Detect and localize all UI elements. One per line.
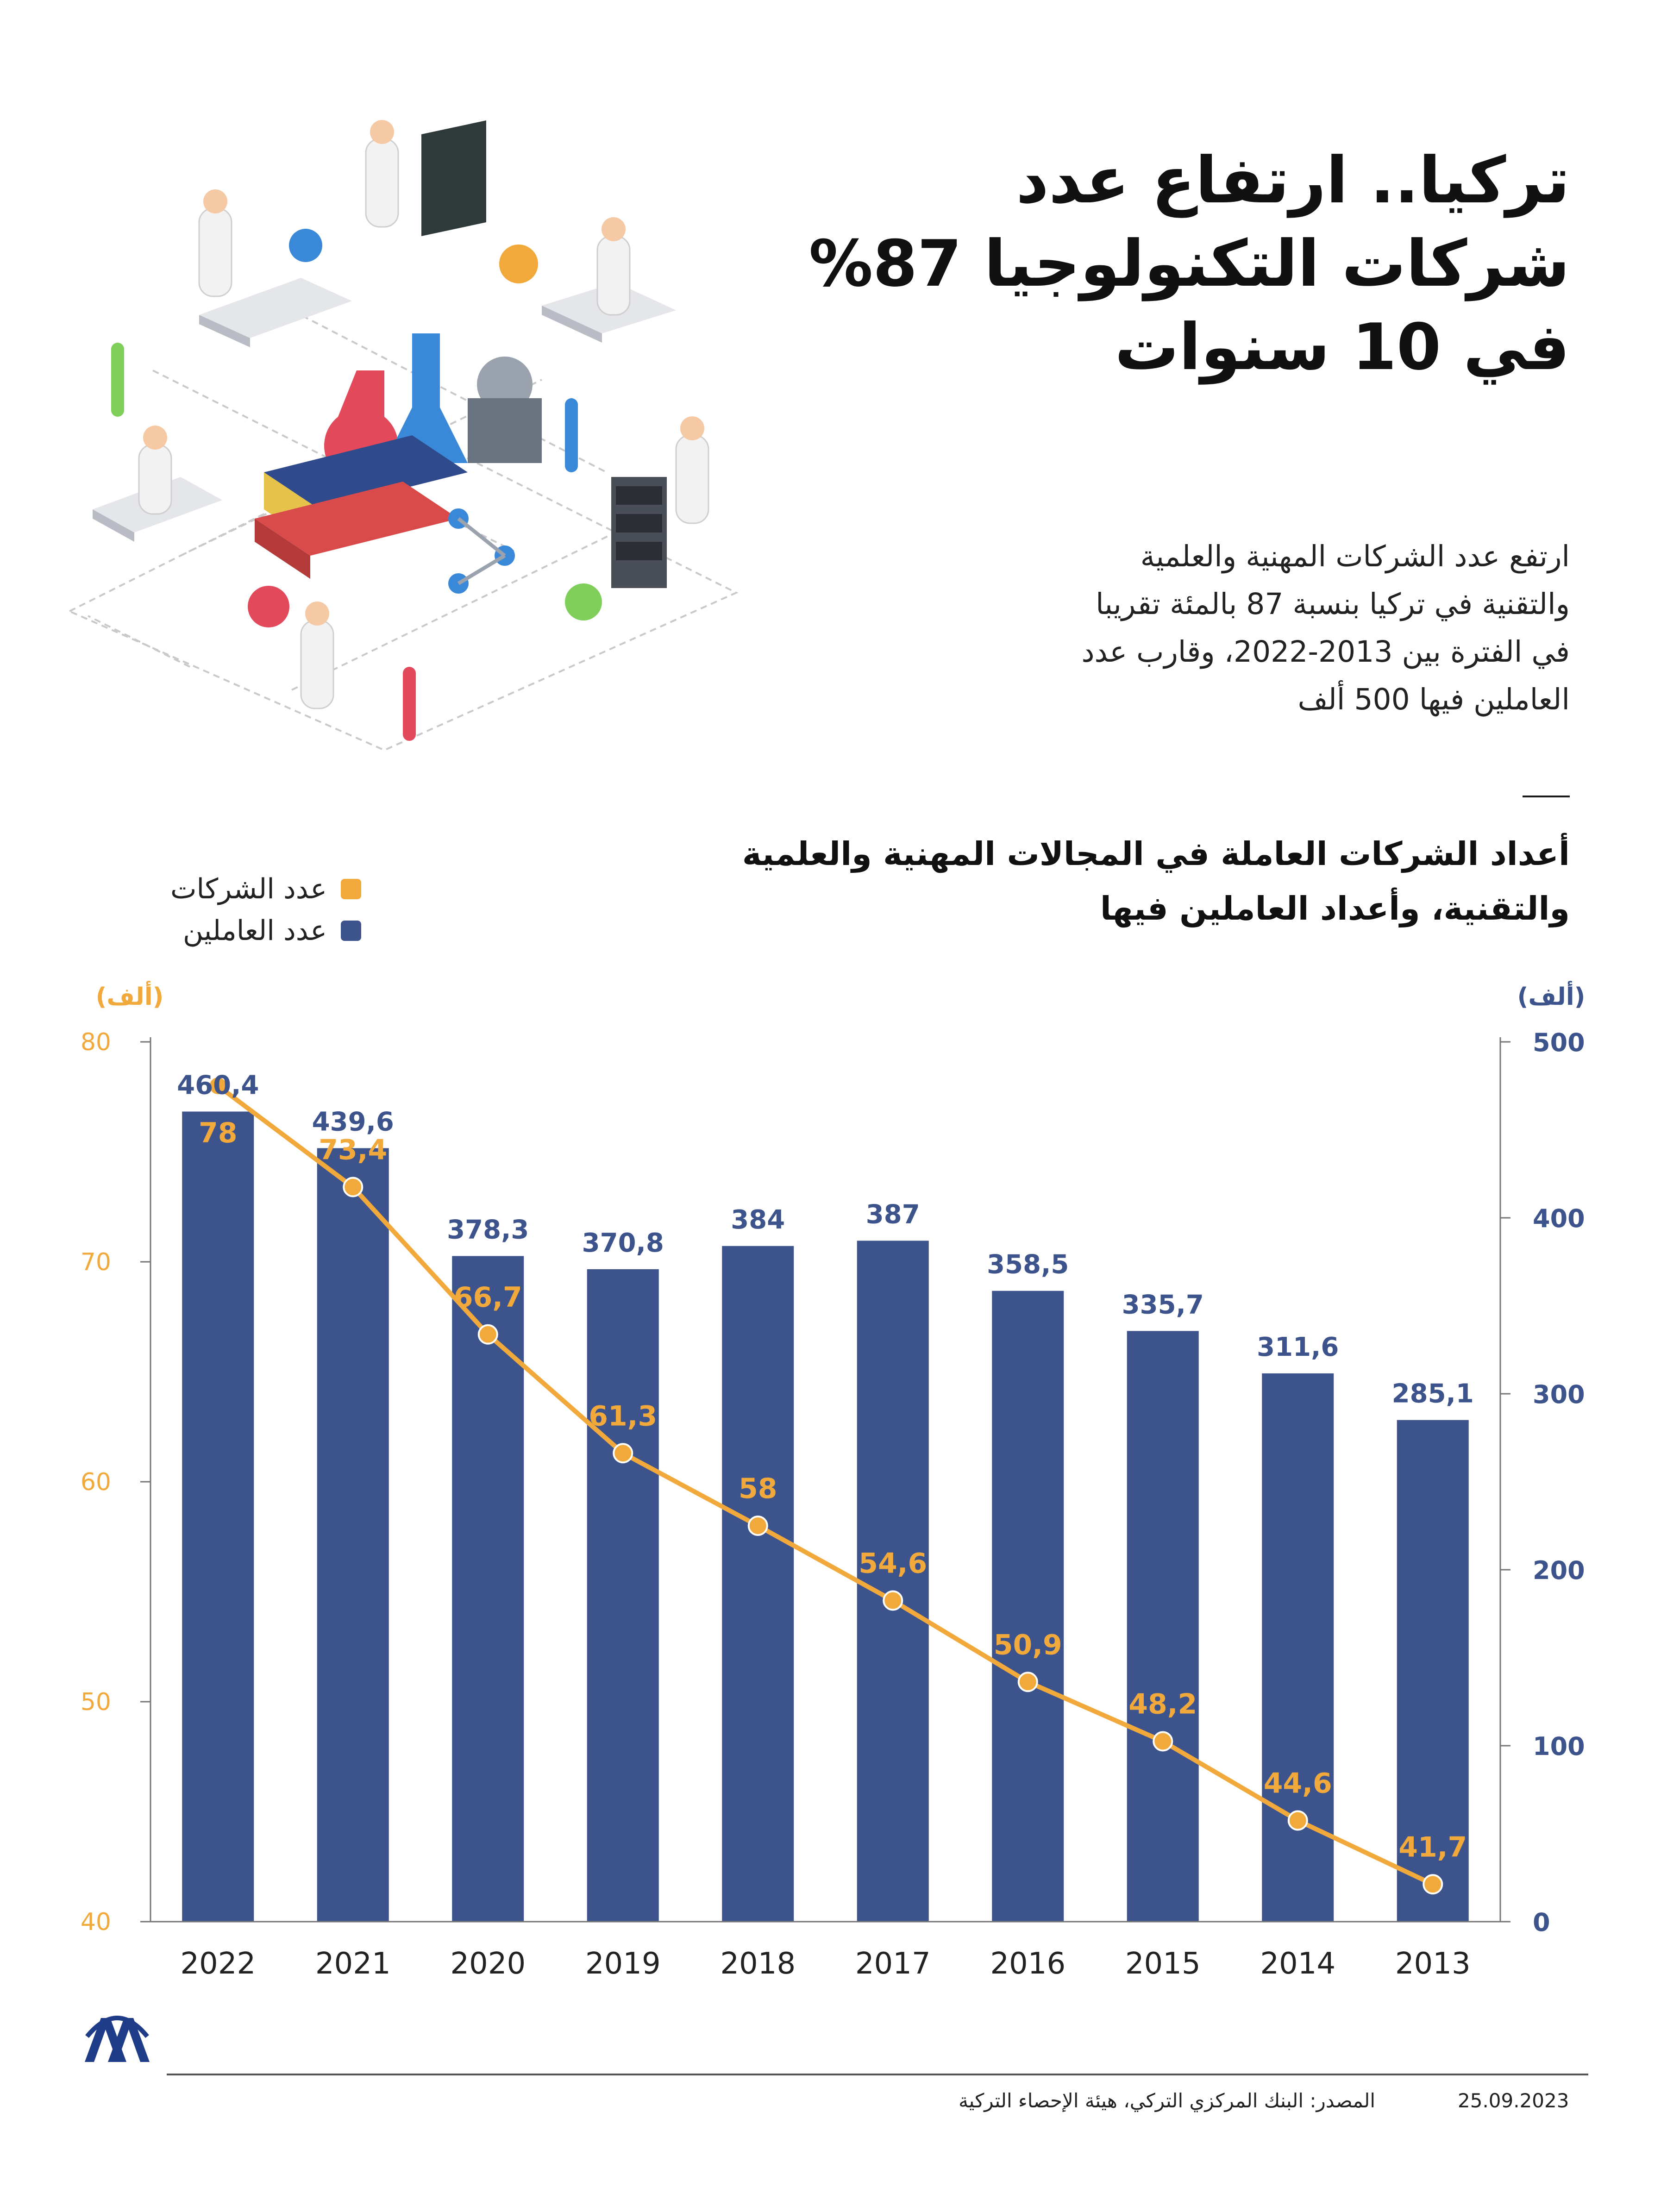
line-value-label: 73,4 [319, 1134, 387, 1166]
x-axis-tick-label: 2016 [990, 1947, 1065, 1981]
bar-value-label: 384 [731, 1205, 785, 1235]
bar-workers [182, 1111, 254, 1922]
left-axis-tick-label: 50 [81, 1688, 111, 1716]
lead-line: العاملين فيها 500 ألف [1297, 683, 1570, 716]
legend-swatch-workers [341, 921, 361, 941]
legend-swatch-companies [341, 879, 361, 899]
left-axis-tick-label: 60 [81, 1468, 111, 1496]
section-divider [1523, 796, 1570, 797]
left-axis-tick-label: 70 [81, 1248, 111, 1276]
x-axis-tick-label: 2022 [180, 1947, 256, 1981]
x-axis-tick-label: 2020 [450, 1947, 526, 1981]
bar-workers [317, 1148, 389, 1922]
chart-title: أعداد الشركات العاملة في المجالات المهني… [597, 827, 1570, 936]
point-companies [343, 1177, 363, 1197]
point-companies [883, 1590, 903, 1611]
left-axis-unit: (ألف) [96, 981, 164, 1011]
left-axis-tick-label: 80 [81, 1028, 111, 1056]
bar-value-label: 311,6 [1257, 1332, 1339, 1362]
bar-workers [587, 1269, 659, 1922]
chart-title-line: والتقنية، وأعداد العاملين فيها [1100, 890, 1570, 927]
right-axis-tick-label: 300 [1533, 1380, 1585, 1409]
x-axis-tick-label: 2018 [720, 1947, 796, 1981]
bar-workers [452, 1256, 524, 1922]
point-companies [613, 1443, 633, 1464]
x-axis-tick-label: 2019 [585, 1947, 661, 1981]
headline-line: تركيا.. ارتفاع عدد [1016, 143, 1570, 218]
lead-paragraph: ارتفع عدد الشركات المهنية والعلمية والتق… [898, 533, 1570, 723]
line-value-label: 41,7 [1398, 1831, 1467, 1863]
x-axis-tick-label: 2015 [1125, 1947, 1201, 1981]
line-value-label: 50,9 [994, 1629, 1062, 1661]
bar-workers [1397, 1420, 1469, 1922]
bar-value-label: 335,7 [1122, 1290, 1204, 1320]
bar-value-label: 387 [866, 1199, 920, 1229]
line-value-label: 58 [739, 1473, 777, 1505]
headline: تركيا.. ارتفاع عدد شركات التكنولوجيا 87%… [783, 139, 1570, 389]
right-axis-tick-label: 500 [1533, 1028, 1585, 1057]
line-value-label: 78 [199, 1117, 238, 1149]
bar-workers [722, 1246, 794, 1922]
bar-value-label: 439,6 [312, 1107, 394, 1137]
lead-line: في الفترة بين 2013-2022، وقارب عدد [1081, 635, 1570, 669]
x-axis-tick-label: 2021 [315, 1947, 391, 1981]
legend-label-companies: عدد الشركات [170, 873, 327, 905]
footer-date: 25.09.2023 [1458, 2089, 1569, 2112]
headline-line: في 10 سنوات [1115, 310, 1570, 384]
bar-workers [1127, 1331, 1199, 1922]
line-value-label: 66,7 [454, 1281, 522, 1314]
point-companies [1287, 1810, 1308, 1831]
bar-value-label: 285,1 [1392, 1379, 1474, 1409]
point-companies [207, 1076, 228, 1096]
x-axis-tick-label: 2017 [855, 1947, 931, 1981]
bar-value-label: 378,3 [447, 1215, 529, 1245]
right-axis-tick-label: 0 [1533, 1908, 1550, 1937]
legend-item-workers: عدد العاملين [183, 915, 361, 947]
line-value-label: 48,2 [1128, 1688, 1197, 1721]
x-axis-tick-label: 2013 [1395, 1947, 1471, 1981]
bar-value-label: 370,8 [582, 1228, 664, 1258]
right-axis-unit: (ألف) [1517, 981, 1586, 1011]
chart: 460,4 439,6 378,3 370,8 384 387 358,5 335,7 311,… [81, 981, 1586, 1981]
chart-title-line: أعداد الشركات العاملة في المجالات المهني… [742, 835, 1570, 873]
line-companies [216, 1084, 1434, 1886]
bar-workers [1262, 1373, 1334, 1922]
lead-line: ارتفع عدد الشركات المهنية والعلمية [1140, 539, 1570, 573]
left-axis-tick-label: 40 [81, 1908, 111, 1936]
right-axis-tick-label: 200 [1533, 1556, 1585, 1585]
legend-item-companies: عدد الشركات [170, 873, 361, 905]
right-axis-tick-label: 100 [1533, 1732, 1585, 1761]
bar-workers [992, 1291, 1064, 1922]
bar-value-label: 460,4 [177, 1070, 259, 1100]
aa-logo: AA [85, 2016, 150, 2062]
right-axis-tick-label: 400 [1533, 1204, 1585, 1233]
headline-line: شركات التكنولوجيا 87% [808, 226, 1570, 301]
line-value-label: 61,3 [589, 1400, 657, 1432]
point-companies [747, 1516, 768, 1536]
line-value-label: 54,6 [859, 1548, 927, 1580]
line-value-label: 44,6 [1264, 1767, 1332, 1800]
point-companies [477, 1324, 498, 1345]
footer-rule [167, 2074, 1588, 2075]
x-axis-tick-label: 2014 [1260, 1947, 1335, 1981]
point-companies [1423, 1874, 1443, 1895]
bar-workers [857, 1241, 929, 1922]
point-companies [1017, 1672, 1038, 1692]
lead-line: والتقنية في تركيا بنسبة 87 بالمئة تقريبا [1096, 587, 1570, 621]
bar-value-label: 358,5 [987, 1250, 1069, 1280]
point-companies [1153, 1731, 1173, 1752]
legend-label-workers: عدد العاملين [182, 915, 327, 947]
footer-source: المصدر: البنك المركزي التركي، هيئة الإحص… [959, 2089, 1375, 2112]
laboratory-illustration [67, 120, 739, 750]
